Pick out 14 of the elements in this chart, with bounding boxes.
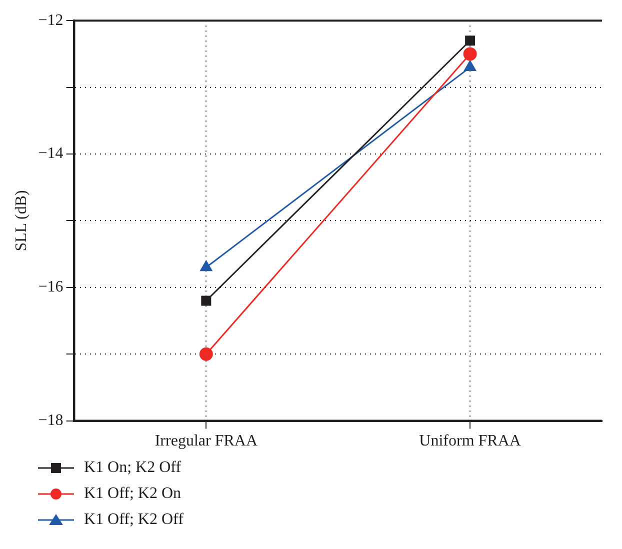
point	[199, 347, 213, 361]
legend-label: K1 Off; K2 Off	[84, 511, 184, 528]
legend-label: K1 On; K2 Off	[84, 459, 182, 476]
y-tick-label: −18	[38, 412, 64, 430]
y-tick-label: −12	[38, 12, 64, 29]
point	[465, 36, 476, 46]
y-tick-label: −14	[38, 145, 64, 162]
y-axis-title: SLL (dB)	[12, 190, 30, 252]
x-tick-label: Uniform FRAA	[419, 432, 522, 450]
legend-label: K1 Off; K2 On	[84, 485, 182, 502]
point	[463, 47, 477, 61]
x-tick-label: Irregular FRAA	[154, 432, 258, 450]
y-tick-label: −16	[38, 278, 64, 296]
point	[201, 296, 212, 306]
